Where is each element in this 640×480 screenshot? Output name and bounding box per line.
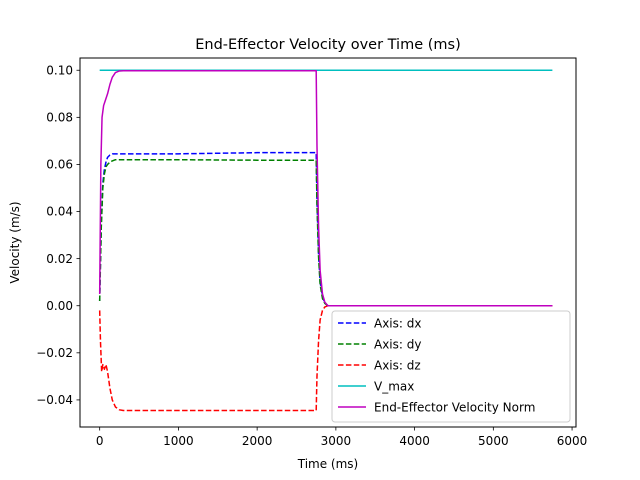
x-tick-label: 2000 <box>242 434 273 448</box>
legend-label: Axis: dz <box>374 358 421 372</box>
legend-box <box>331 310 571 423</box>
y-tick-label: 0.02 <box>46 252 73 266</box>
x-tick-label: 0 <box>96 434 104 448</box>
chart-title: End-Effector Velocity over Time (ms) <box>195 37 460 53</box>
series-lines <box>98 69 553 412</box>
legend-label: End-Effector Velocity Norm <box>374 400 535 414</box>
x-tick-label: 1000 <box>163 434 194 448</box>
x-tick-label: 6000 <box>557 434 588 448</box>
x-tick-label: 3000 <box>321 434 352 448</box>
x-tick-label: 5000 <box>478 434 509 448</box>
x-axis-ticks: 0 1000 2000 3000 4000 5000 6000 <box>96 427 587 448</box>
y-axis-label: Velocity (m/s) <box>8 201 22 283</box>
y-axis-ticks: −0.04 −0.02 0.00 0.02 0.04 0.06 0.08 0.10 <box>36 63 80 407</box>
legend-label: Axis: dx <box>374 316 421 330</box>
y-tick-label: −0.04 <box>36 393 73 407</box>
x-tick-label: 4000 <box>399 434 430 448</box>
y-tick-label: 0.06 <box>46 158 73 172</box>
legend: Axis: dx Axis: dy Axis: dz V_max End-Effecto… <box>331 310 571 423</box>
legend-label: Axis: dy <box>374 337 421 351</box>
y-tick-label: 0.00 <box>46 299 73 313</box>
y-tick-label: 0.04 <box>46 205 73 219</box>
y-tick-label: 0.08 <box>46 111 73 125</box>
x-axis-label: Time (ms) <box>297 457 359 471</box>
y-tick-label: −0.02 <box>36 346 73 360</box>
axes-frame <box>79 57 577 428</box>
legend-label: V_max <box>374 379 414 393</box>
series-line-axis-dy <box>98 158 553 307</box>
series-line-end-effector-velocity-norm <box>98 69 553 307</box>
y-tick-label: 0.10 <box>46 63 73 77</box>
